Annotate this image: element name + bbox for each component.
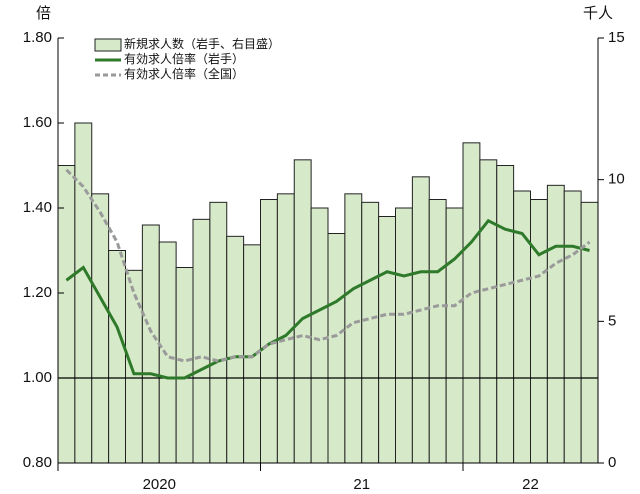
bar xyxy=(141,224,160,464)
bar xyxy=(209,201,228,464)
y2-tick-label: 5 xyxy=(608,312,616,329)
bar xyxy=(74,122,93,464)
bar xyxy=(260,199,278,464)
y-tick-label: 0.80 xyxy=(23,454,52,471)
y-tick-label: 1.40 xyxy=(23,199,52,216)
bar xyxy=(411,176,430,464)
bar xyxy=(428,199,447,464)
x-tick-label: 21 xyxy=(353,476,370,493)
y2-axis-label: 千人 xyxy=(583,5,613,22)
bar xyxy=(580,201,599,464)
bar xyxy=(91,193,110,464)
bar xyxy=(310,207,329,464)
bar xyxy=(395,207,413,464)
y2-tick-label: 10 xyxy=(608,171,625,188)
y-tick-label: 1.80 xyxy=(23,29,52,46)
bar xyxy=(175,267,194,464)
line xyxy=(65,218,590,380)
bar xyxy=(361,201,380,464)
bar xyxy=(530,199,548,464)
bar xyxy=(462,142,481,464)
bar xyxy=(546,184,565,464)
bar xyxy=(479,159,498,464)
x-tick-label: 22 xyxy=(522,476,539,493)
bar xyxy=(327,233,346,464)
y-tick-label: 1.00 xyxy=(23,369,52,386)
bar xyxy=(226,235,245,464)
y2-tick-label: 15 xyxy=(608,29,625,46)
bar xyxy=(378,216,396,464)
bar xyxy=(57,165,76,464)
bar xyxy=(192,218,211,464)
x-tick-label: 2020 xyxy=(143,476,176,493)
y-tick-label: 1.20 xyxy=(23,284,52,301)
bar xyxy=(445,207,464,464)
bar xyxy=(563,190,582,464)
y2-tick-label: 0 xyxy=(608,454,616,471)
bar xyxy=(293,159,312,464)
legend-swatch xyxy=(94,38,122,52)
bar xyxy=(125,269,143,464)
legend-label: 有効求人倍率（岩手） xyxy=(124,51,244,66)
bar xyxy=(158,241,177,464)
bar xyxy=(496,165,515,464)
y-tick-label: 1.60 xyxy=(23,114,52,131)
legend-label: 新規求人数（岩手、右目盛） xyxy=(124,36,280,51)
y-axis-label: 倍 xyxy=(36,5,51,22)
legend-label: 有効求人倍率（全国） xyxy=(124,66,244,81)
bar xyxy=(108,250,126,464)
line xyxy=(65,168,591,363)
